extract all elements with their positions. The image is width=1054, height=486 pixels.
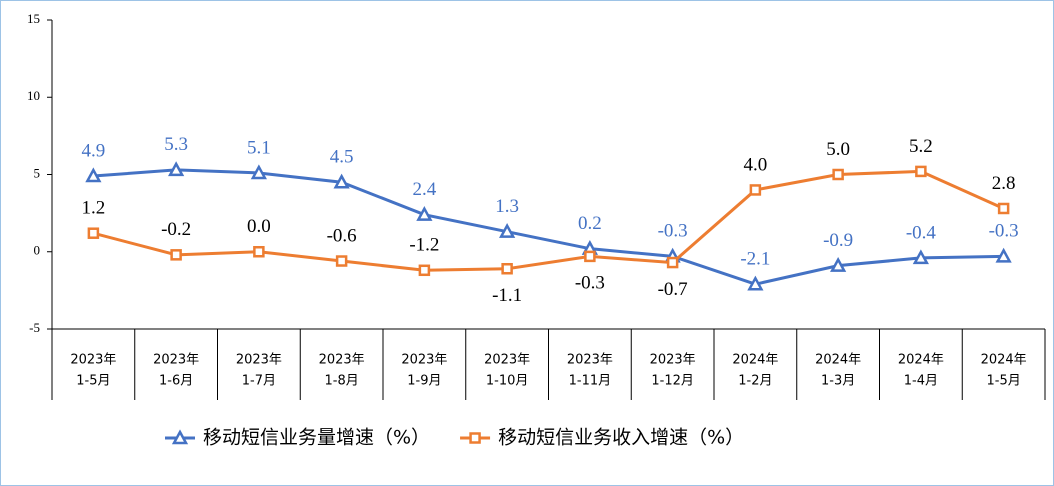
data-point xyxy=(418,264,431,277)
value-label: -0.6 xyxy=(327,225,357,246)
x-tick-label: 1-11月 xyxy=(569,374,612,389)
x-tick-label: 2024年 xyxy=(981,353,1027,368)
data-point xyxy=(997,202,1010,215)
y-tick-label: 15 xyxy=(27,11,40,26)
series-line xyxy=(93,168,1004,286)
data-point xyxy=(995,247,1012,263)
value-label: -1.2 xyxy=(409,235,439,256)
y-tick-label: 10 xyxy=(27,88,40,103)
data-point xyxy=(912,249,929,265)
y-tick-label: 5 xyxy=(34,165,41,180)
x-tick-label: 2023年 xyxy=(484,353,530,368)
data-point xyxy=(584,250,596,263)
x-tick-label: 1-7月 xyxy=(242,374,276,389)
x-tick-label: 2024年 xyxy=(732,353,778,368)
data-point xyxy=(666,256,679,269)
data-point xyxy=(499,223,516,238)
x-tick-label: 1-5月 xyxy=(76,374,110,389)
data-point xyxy=(333,173,350,189)
value-label: 1.2 xyxy=(82,198,106,219)
x-tick-label: 1-4月 xyxy=(904,374,938,389)
x-tick-label: 2024年 xyxy=(815,353,861,368)
data-point xyxy=(335,255,348,267)
x-tick-label: 1-10月 xyxy=(486,374,529,389)
x-tick-label: 1-5月 xyxy=(987,374,1021,389)
value-label: 2.8 xyxy=(992,173,1016,194)
x-tick-label: 1-6月 xyxy=(159,374,193,389)
data-point xyxy=(250,164,267,180)
value-label: -0.4 xyxy=(906,222,937,243)
data-point xyxy=(170,249,182,261)
value-label: 5.3 xyxy=(164,134,188,155)
data-point xyxy=(747,275,764,291)
x-tick-label: 2023年 xyxy=(236,353,282,368)
x-tick-label: 2023年 xyxy=(401,353,447,368)
data-point xyxy=(85,167,102,183)
x-tick-label: 2023年 xyxy=(650,353,696,368)
value-label: -0.7 xyxy=(658,279,688,300)
value-label: 5.2 xyxy=(909,136,933,157)
legend-marker xyxy=(171,429,189,445)
data-point xyxy=(253,246,265,258)
x-tick-label: 2024年 xyxy=(898,353,944,368)
value-label: -0.2 xyxy=(161,219,191,240)
value-label: 2.4 xyxy=(413,179,437,200)
data-point xyxy=(830,257,847,272)
value-label: -0.9 xyxy=(823,230,853,251)
x-tick-label: 1-12月 xyxy=(651,374,694,389)
x-tick-label: 1-9月 xyxy=(407,374,441,389)
data-point xyxy=(749,184,762,196)
x-tick-label: 1-8月 xyxy=(325,374,359,389)
data-point xyxy=(87,227,100,239)
data-point xyxy=(416,206,433,221)
value-label: -2.1 xyxy=(740,249,770,270)
series-line xyxy=(92,169,1005,272)
x-tick-label: 2023年 xyxy=(70,353,116,368)
value-label: 4.9 xyxy=(82,140,106,161)
data-point xyxy=(832,168,844,181)
y-tick-label: -5 xyxy=(29,320,40,335)
x-tick-label: 1-3月 xyxy=(821,374,855,389)
value-label: -0.3 xyxy=(658,221,688,242)
value-label: -0.3 xyxy=(989,221,1019,242)
value-label: 4.0 xyxy=(744,154,768,175)
value-label: 0.2 xyxy=(578,213,602,234)
legend-label: 移动短信业务收入增速（%） xyxy=(498,427,744,449)
value-label: 5.0 xyxy=(826,139,850,160)
legend-label: 移动短信业务量增速（%） xyxy=(203,427,430,449)
value-label: 4.5 xyxy=(330,147,354,168)
value-label: -1.1 xyxy=(492,285,522,306)
data-point xyxy=(168,161,185,177)
value-label: 5.1 xyxy=(247,137,271,158)
value-label: 1.3 xyxy=(495,196,519,217)
x-tick-label: 2023年 xyxy=(567,353,613,368)
value-label: -0.3 xyxy=(575,273,605,294)
data-point xyxy=(501,262,513,275)
data-point xyxy=(915,165,927,178)
x-tick-label: 1-2月 xyxy=(738,374,772,389)
value-label: 0.0 xyxy=(247,216,271,237)
x-tick-label: 2023年 xyxy=(153,353,199,368)
y-tick-label: 0 xyxy=(34,243,41,258)
x-tick-label: 2023年 xyxy=(319,353,365,368)
legend-marker xyxy=(469,432,481,444)
